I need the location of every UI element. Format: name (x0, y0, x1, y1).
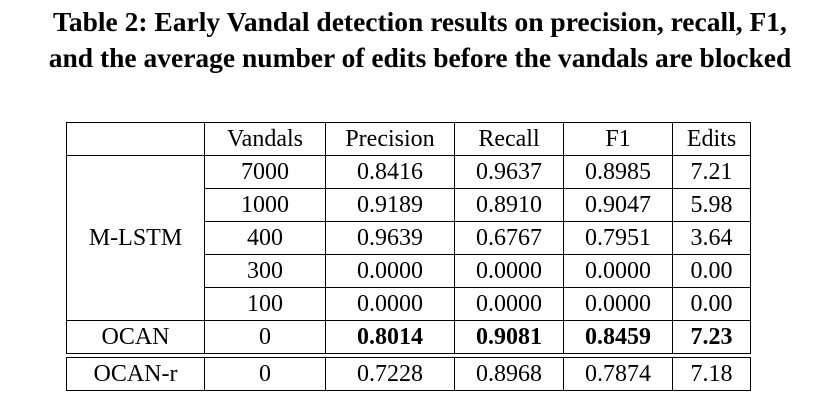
header-cell-f1: F1 (563, 122, 673, 156)
table-cell: 0.8910 (454, 188, 564, 222)
table-cell: 0.0000 (325, 287, 455, 321)
table-cell: 100 (204, 287, 326, 321)
results-table: Vandals Precision Recall F1 Edits M-LSTM… (66, 122, 751, 391)
row-label-ocan: OCAN (66, 320, 205, 354)
table-cell: 0.7228 (325, 357, 455, 391)
table-cell-bold: 0.8014 (325, 320, 455, 354)
table-cell: 0 (204, 320, 326, 354)
table-cell: 0.8985 (563, 155, 673, 189)
table-cell: 0.0000 (454, 254, 564, 288)
header-cell-edits: Edits (672, 122, 751, 156)
caption-line-1: Table 2: Early Vandal detection results … (53, 6, 787, 37)
table-cell: 0.9637 (454, 155, 564, 189)
table-cell-bold: 0.8459 (563, 320, 673, 354)
table-row: 300 0.0000 0.0000 0.0000 0.00 (67, 254, 751, 288)
table-header-row: Vandals Precision Recall F1 Edits (66, 122, 751, 156)
table-cell: 5.98 (672, 188, 751, 222)
table-row: M-LSTM 7000 0.8416 0.9637 0.8985 7.21 (66, 155, 751, 321)
table-cell: 7000 (204, 155, 326, 189)
table-cell: 1000 (204, 188, 326, 222)
table-row-ocan: OCAN 0 0.8014 0.9081 0.8459 7.23 (66, 320, 751, 354)
row-label-mlstm: M-LSTM (66, 155, 205, 321)
row-label-ocan-r: OCAN-r (66, 357, 205, 391)
table-cell: 0.00 (672, 254, 751, 288)
table-row-ocan-r: OCAN-r 0 0.7228 0.8968 0.7874 7.18 (66, 357, 751, 391)
caption-line-2: and the average number of edits before t… (48, 42, 792, 73)
table-cell: 0.0000 (563, 254, 673, 288)
table-cell: 0.0000 (563, 287, 673, 321)
table-cell-bold: 0.9081 (454, 320, 564, 354)
table-cell: 0.0000 (454, 287, 564, 321)
header-cell-empty (66, 122, 205, 156)
table-cell: 0.9047 (563, 188, 673, 222)
table-row: 100 0.0000 0.0000 0.0000 0.00 (67, 287, 751, 321)
table-caption: Table 2: Early Vandal detection results … (0, 4, 840, 76)
table-cell: 0.7874 (563, 357, 673, 391)
table-cell: 400 (204, 221, 326, 255)
header-cell-precision: Precision (325, 122, 455, 156)
table-cell: 300 (204, 254, 326, 288)
header-cell-vandals: Vandals (204, 122, 326, 156)
table-cell: 0.9639 (325, 221, 455, 255)
table-cell: 0.6767 (454, 221, 564, 255)
table-cell: 0.9189 (325, 188, 455, 222)
table-cell-bold: 7.23 (672, 320, 751, 354)
table-cell: 7.18 (672, 357, 751, 391)
table-cell: 0.8968 (454, 357, 564, 391)
table-cell: 0.00 (672, 287, 751, 321)
table-cell: 3.64 (672, 221, 751, 255)
table-cell: 7.21 (672, 155, 751, 189)
table-cell: 0.0000 (325, 254, 455, 288)
table-cell: 0.7951 (563, 221, 673, 255)
header-cell-recall: Recall (454, 122, 564, 156)
table-cell: 0 (204, 357, 326, 391)
table-cell: 0.8416 (325, 155, 455, 189)
